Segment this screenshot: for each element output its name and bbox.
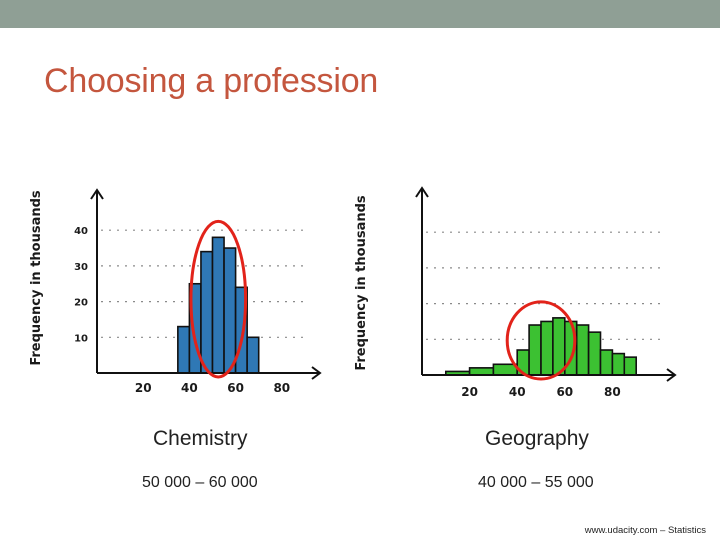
y-axis-arrow	[415, 186, 429, 198]
geography-label: Geography	[485, 427, 589, 450]
x-tick-label: 80	[273, 381, 290, 395]
y-tick-label: 40	[74, 226, 88, 237]
title-bar	[0, 0, 720, 28]
x-tick-label: 40	[181, 381, 198, 395]
x-axis-arrow	[311, 366, 322, 380]
bar	[223, 247, 237, 374]
y-tick-label: 10	[74, 333, 88, 344]
source-credit: www.udacity.com – Statistics	[584, 525, 706, 536]
bar	[599, 349, 614, 376]
slide-title: Choosing a profession	[44, 62, 379, 100]
bar	[552, 317, 566, 376]
x-tick-label: 40	[509, 385, 526, 399]
bar	[468, 367, 495, 376]
x-axis-arrow	[666, 368, 677, 382]
y-tick-label: 30	[74, 262, 88, 273]
bar	[177, 325, 191, 374]
y-axis-label: Frequency in thousands	[354, 195, 369, 371]
bar	[575, 324, 590, 376]
x-tick-label: 60	[227, 381, 244, 395]
bar	[528, 324, 542, 376]
y-axis-label: Frequency in thousands	[29, 190, 44, 366]
x-tick-label: 60	[556, 385, 573, 399]
geography-histogram: 20 40 60 80 Frequency in thousands	[354, 186, 677, 399]
bar	[623, 356, 637, 376]
bar	[611, 352, 626, 376]
geography-salary-range: 40 000 – 55 000	[478, 474, 594, 491]
chemistry-histogram: 20 40 60 80 10 20 30 40 Frequency in thousands	[29, 188, 322, 395]
bar	[200, 250, 214, 374]
y-tick-label: 20	[74, 298, 88, 309]
bar	[211, 236, 225, 374]
bar	[492, 363, 518, 376]
highlight-circle	[505, 300, 577, 381]
x-tick-label: 20	[135, 381, 152, 395]
chemistry-label: Chemistry	[153, 427, 248, 450]
x-tick-label: 80	[604, 385, 621, 399]
bar	[540, 320, 554, 376]
chemistry-salary-range: 50 000 – 60 000	[142, 474, 258, 491]
highlight-circle	[189, 219, 248, 379]
bar	[246, 336, 260, 374]
y-axis-arrow	[90, 188, 104, 200]
x-tick-label: 20	[461, 385, 478, 399]
bar	[587, 331, 602, 376]
